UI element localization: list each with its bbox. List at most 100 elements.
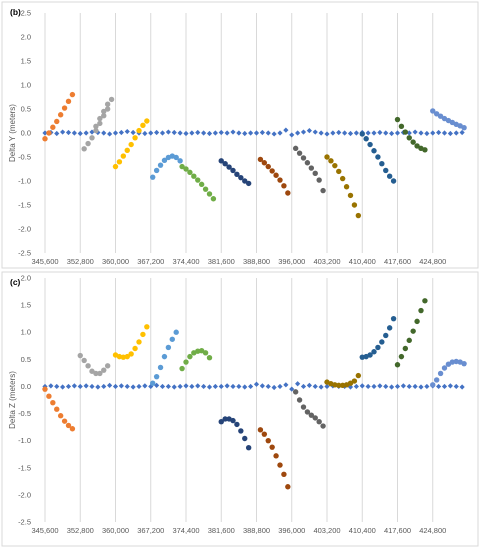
data-point <box>304 160 311 166</box>
x-tick-label: 424,800 <box>419 526 446 535</box>
data-point <box>316 177 322 183</box>
data-point <box>406 337 412 344</box>
y-tick-label: -2.0 <box>18 490 31 499</box>
series-2 <box>81 106 111 152</box>
data-point <box>112 383 119 390</box>
data-point <box>42 136 48 142</box>
data-point <box>206 191 213 197</box>
data-point <box>312 170 318 177</box>
data-point <box>318 384 324 390</box>
series-7 <box>218 158 252 187</box>
data-point <box>206 355 213 361</box>
data-point <box>124 353 130 360</box>
data-point <box>283 127 289 133</box>
data-point <box>347 130 354 137</box>
panel-frame <box>1 271 479 547</box>
data-point <box>101 367 107 373</box>
data-point <box>189 130 195 136</box>
data-point <box>120 153 127 159</box>
data-point <box>112 130 119 136</box>
data-point <box>412 383 418 390</box>
data-point <box>367 141 373 148</box>
data-point <box>306 128 312 134</box>
y-tick-label: 1.5 <box>21 301 31 310</box>
data-point <box>242 130 248 137</box>
series-9 <box>324 372 362 389</box>
data-point <box>206 130 213 137</box>
data-point <box>257 427 264 433</box>
series-5 <box>150 153 183 180</box>
data-point <box>447 383 453 389</box>
data-point <box>154 129 160 136</box>
x-tick-label: 367,200 <box>137 257 164 266</box>
x-tick-label: 417,600 <box>384 257 411 266</box>
data-point <box>81 357 87 364</box>
data-point <box>118 383 124 389</box>
x-tick-label: 396,000 <box>278 526 305 535</box>
data-point <box>261 160 268 166</box>
data-point <box>265 130 271 136</box>
data-point <box>48 383 54 389</box>
panel-frame <box>1 1 479 269</box>
data-point <box>371 148 377 154</box>
data-point <box>101 383 107 390</box>
data-point <box>165 344 172 351</box>
series-3 <box>112 324 150 360</box>
data-point <box>461 125 467 131</box>
data-point <box>320 423 326 429</box>
x-tick-label: 388,800 <box>243 257 270 266</box>
data-point <box>144 118 150 124</box>
data-point <box>89 135 95 141</box>
data-point <box>386 173 393 179</box>
data-point <box>230 167 236 174</box>
data-point <box>177 158 183 164</box>
data-point <box>295 381 301 387</box>
data-point <box>60 384 66 390</box>
data-point <box>430 108 436 114</box>
data-point <box>77 383 83 390</box>
data-point <box>104 106 111 112</box>
data-point <box>177 130 183 136</box>
data-point <box>324 154 330 160</box>
data-point <box>85 363 91 369</box>
x-tick-label: 360,000 <box>102 257 129 266</box>
data-point <box>148 130 154 136</box>
data-point <box>365 130 371 136</box>
data-point <box>269 444 275 450</box>
series-8 <box>292 389 326 429</box>
x-tick-label: 352,800 <box>67 257 94 266</box>
data-point <box>347 192 354 199</box>
series-1 <box>42 91 76 142</box>
data-point <box>265 163 271 170</box>
data-point <box>153 167 160 174</box>
data-point <box>218 129 224 136</box>
data-point <box>281 471 287 477</box>
data-point <box>104 363 111 369</box>
data-point <box>210 196 217 202</box>
data-point <box>265 383 271 390</box>
y-tick-label: 0.0 <box>21 382 31 391</box>
data-point <box>277 177 283 183</box>
y-tick-label: -1.0 <box>18 177 31 186</box>
data-point <box>383 130 389 136</box>
data-point <box>336 382 342 389</box>
data-point <box>283 382 289 388</box>
panel-label: (c) <box>10 277 21 287</box>
data-point <box>83 383 89 389</box>
data-point <box>453 130 459 136</box>
data-point <box>402 345 409 352</box>
data-point <box>261 431 268 437</box>
data-point <box>136 127 142 134</box>
data-point <box>165 129 171 135</box>
data-point <box>398 123 405 129</box>
x-tick-label: 381,600 <box>208 526 235 535</box>
data-point <box>242 435 248 442</box>
data-point <box>65 129 72 136</box>
data-point <box>355 372 362 379</box>
data-point <box>292 145 299 152</box>
data-point <box>259 129 265 136</box>
data-point <box>422 298 428 304</box>
data-point <box>148 383 154 390</box>
series-12 <box>394 116 428 153</box>
y-tick-label: 0.0 <box>21 129 31 138</box>
